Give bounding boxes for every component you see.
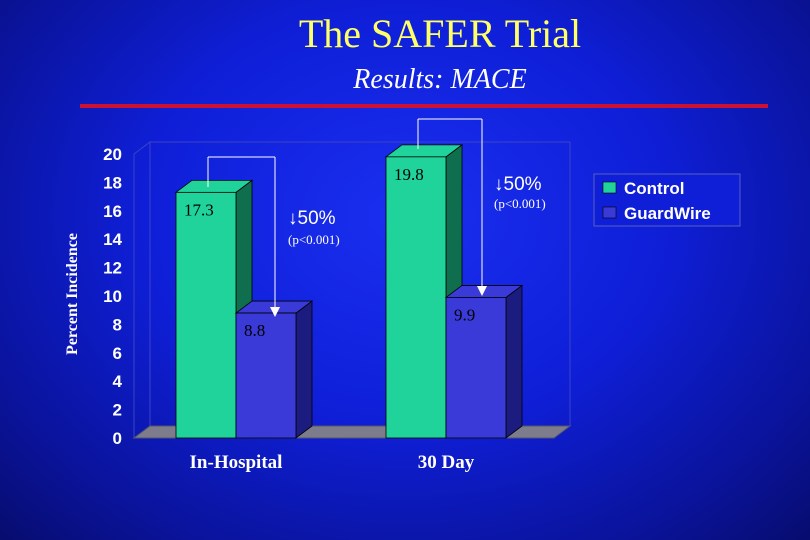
- y-tick-label: 14: [103, 230, 122, 249]
- data-label: 8.8: [244, 321, 265, 340]
- data-label: 19.8: [394, 165, 424, 184]
- y-tick-label: 10: [103, 287, 122, 306]
- page-subtitle: Results: MACE: [353, 64, 527, 95]
- bar-side-face: [505, 284, 523, 439]
- annotation-arrow-head: [270, 307, 280, 317]
- p-value-label: (p<0.001): [494, 196, 546, 211]
- data-label: 9.9: [454, 305, 475, 324]
- y-tick-label: 4: [113, 372, 123, 391]
- plot-side-wall: [133, 141, 151, 439]
- legend-box: [593, 173, 741, 227]
- legend-label-control: Control: [624, 179, 684, 198]
- y-tick-label: 18: [103, 173, 122, 192]
- bar-control-1: [175, 191, 237, 439]
- bar-side-face: [295, 300, 313, 439]
- bar-control-2: [385, 156, 447, 439]
- title-divider: [80, 104, 768, 108]
- page-title: The SAFER Trial: [298, 11, 582, 56]
- reduction-label: ↓50%: [288, 208, 336, 229]
- bar-guardwire-1: [235, 312, 297, 439]
- y-tick-label: 20: [103, 145, 122, 164]
- y-tick-label: 16: [103, 202, 122, 221]
- y-tick-label: 8: [113, 315, 122, 334]
- y-tick-label: 6: [113, 344, 122, 363]
- legend-label-guardwire: GuardWire: [624, 204, 711, 223]
- data-label: 17.3: [184, 200, 214, 219]
- y-tick-label: 2: [113, 401, 122, 420]
- legend-swatch-guardwire: [602, 206, 617, 219]
- bar-guardwire-2: [445, 297, 507, 439]
- p-value-label: (p<0.001): [288, 232, 340, 247]
- y-tick-label: 12: [103, 259, 122, 278]
- x-tick-label: 30 Day: [418, 452, 475, 473]
- y-axis-label: Percent Incidence: [64, 233, 81, 355]
- legend-swatch-control: [602, 181, 617, 194]
- reduction-label: ↓50%: [494, 174, 542, 195]
- y-tick-label: 0: [113, 429, 122, 448]
- x-tick-label: In-Hospital: [190, 452, 283, 473]
- annotation-arrow-head: [477, 286, 487, 296]
